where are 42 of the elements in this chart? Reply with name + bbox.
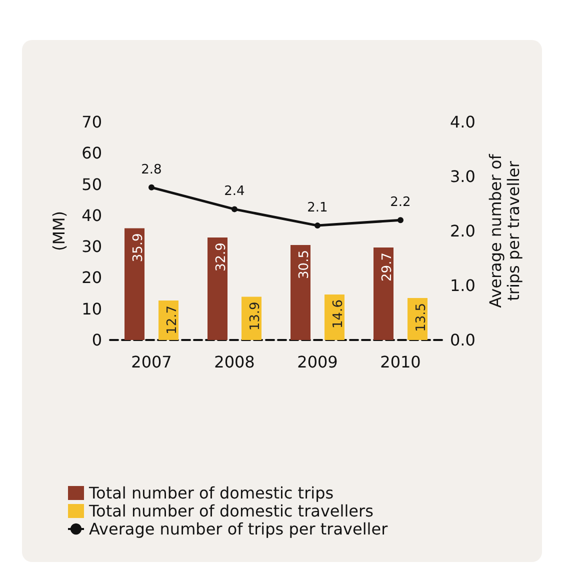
y-tick-label: 70 [82,112,102,132]
x-tick-label: 2008 [214,352,255,372]
point [232,206,238,212]
point [398,217,404,224]
data-label: 12.7 [165,305,180,334]
y-tick-label: 0 [92,330,102,350]
data-label: 35.9 [131,233,146,262]
data-label: 29.7 [380,252,395,282]
y2-tick-label: 2.0 [450,222,476,240]
data-label: 2.8 [141,162,162,178]
data-label: 2.1 [307,200,328,216]
y-tick-label: 20 [82,268,102,288]
y2-axis-title: Average number of trips per traveller [486,154,523,308]
x-tick-label: 2010 [380,352,421,372]
x-tick-label: 2007 [131,352,172,372]
data-label: 32.9 [214,242,229,272]
legend-label: Total number of domestic travellers [88,502,374,520]
bar [374,248,394,340]
bar [208,238,228,340]
data-label: 2.2 [390,195,411,210]
bar [124,228,144,340]
y-tick-label: 10 [82,299,102,318]
y2-tick-label: 0.0 [450,330,476,350]
legend-label: Average number of trips per traveller [89,520,388,538]
point [314,222,320,229]
x-tick-label: 2009 [297,352,338,372]
y-tick-label: 40 [82,206,102,225]
y2-tick-label: 4.0 [450,112,476,132]
y-tick-label: 50 [82,174,102,194]
point [148,184,154,190]
data-label: 13.5 [414,302,429,332]
y-tick-label: 60 [82,144,102,163]
y2-tick-label: 3.0 [450,167,476,186]
data-label: 13.9 [248,302,263,331]
bar [290,245,310,340]
y-tick-label: 30 [82,237,102,256]
data-label: 14.6 [331,300,346,328]
y2-tick-label: 1.0 [450,276,476,295]
legend-label: Total number of domestic trips [88,484,334,502]
data-label: 2.4 [224,184,245,200]
y-axis-title: (MM) [50,210,68,252]
data-label: 30.5 [297,250,312,279]
